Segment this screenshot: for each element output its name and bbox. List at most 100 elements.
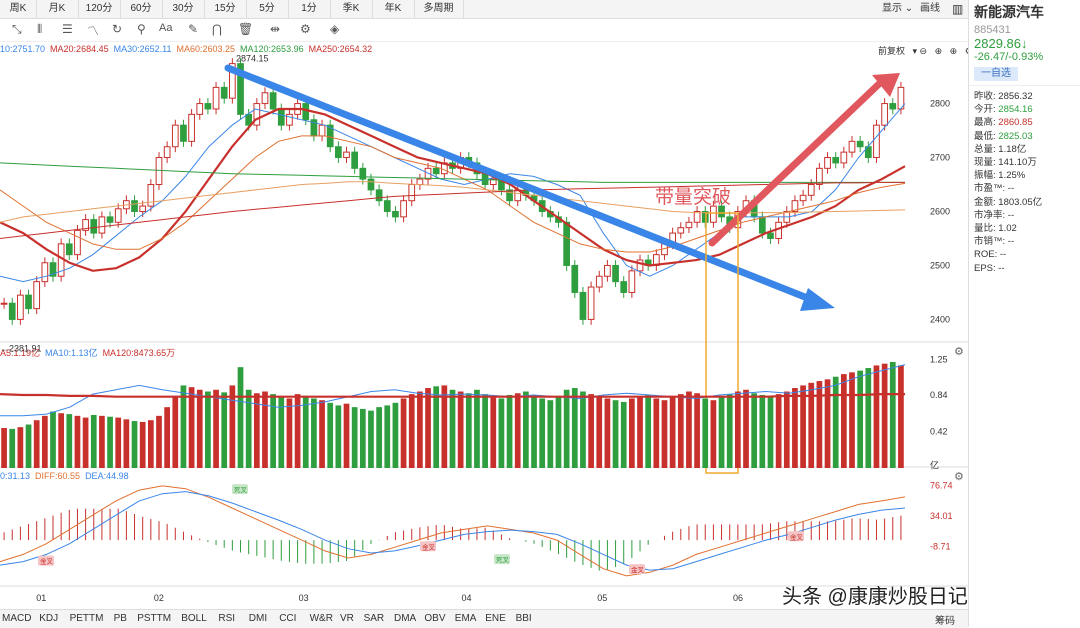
candle-body bbox=[82, 219, 89, 231]
volume-tick: 亿 bbox=[930, 459, 939, 470]
indicator-tab-psttm[interactable]: PSTTM bbox=[137, 613, 172, 624]
indicator-tab-ema[interactable]: EMA bbox=[454, 613, 477, 624]
chip-distribution-button[interactable]: 筹码 bbox=[935, 616, 955, 627]
indicator-tab-obv[interactable]: OBV bbox=[424, 613, 446, 624]
indicator-tab-macd[interactable]: MACD bbox=[2, 613, 32, 624]
volume-bar bbox=[702, 398, 709, 468]
candle-body bbox=[147, 184, 155, 207]
period-tab-9[interactable]: 年K bbox=[372, 0, 415, 18]
plus-icon[interactable]: ⊕ bbox=[934, 46, 943, 56]
candle-body bbox=[41, 262, 49, 283]
volume-bar bbox=[898, 365, 904, 468]
draw-line-button[interactable]: 画线 bbox=[920, 3, 940, 14]
kline-chart[interactable]: 2800 2700 2600 2500 2400 1.25 0.84 0.42 亿 76.74 34… bbox=[0, 43, 968, 609]
layers-icon[interactable]: ◈ bbox=[330, 22, 340, 36]
indicator-tab-bbi[interactable]: BBI bbox=[515, 613, 532, 624]
dea-label: DEA:44.98 bbox=[85, 471, 129, 481]
candle-body bbox=[807, 184, 815, 196]
gear-icon[interactable]: ⚙ bbox=[300, 22, 311, 36]
cross-marker-bg bbox=[629, 564, 645, 575]
date-tick: 02 bbox=[154, 593, 164, 603]
indicator-tab-dma[interactable]: DMA bbox=[394, 613, 417, 624]
candle-body bbox=[432, 167, 440, 175]
indicator-tab-sar[interactable]: SAR bbox=[363, 613, 385, 624]
indicator-tab-ene[interactable]: ENE bbox=[485, 613, 506, 624]
indicator-tab-wr[interactable]: W&R bbox=[309, 613, 333, 624]
candle-body bbox=[49, 262, 57, 277]
period-tab-3[interactable]: 60分 bbox=[120, 0, 163, 18]
candle-body bbox=[604, 264, 611, 277]
display-menu-button[interactable]: 显示 ⌄ bbox=[882, 3, 914, 14]
indicator-tab-pettm[interactable]: PETTM bbox=[69, 613, 104, 624]
period-tab-7[interactable]: 1分 bbox=[288, 0, 331, 18]
stat-row: 量比: 1.02 bbox=[969, 222, 1080, 235]
period-tab-2[interactable]: 120分 bbox=[78, 0, 121, 18]
indicator-tab-rsi[interactable]: RSI bbox=[218, 613, 236, 624]
measure-icon[interactable]: ⚲ bbox=[137, 22, 146, 36]
volume-bar bbox=[808, 382, 815, 468]
move-icon[interactable]: ⇹ bbox=[270, 22, 281, 36]
period-tab-0[interactable]: 周K bbox=[0, 0, 37, 18]
candle-body bbox=[881, 103, 888, 126]
candle-body bbox=[628, 270, 636, 293]
volume-settings-icon[interactable]: ⚙ bbox=[954, 346, 964, 358]
period-bar: 周K 月K 120分 60分 30分 15分 5分 1分 季K 年K 多周期 bbox=[0, 0, 968, 19]
indicator-tab-dmi[interactable]: DMI bbox=[248, 613, 268, 624]
pen-icon[interactable]: ✎ bbox=[188, 22, 199, 36]
volume-bar bbox=[180, 385, 187, 468]
indicator-tab-vr[interactable]: VR bbox=[340, 613, 354, 624]
volume-bar bbox=[653, 398, 660, 468]
volume-bar bbox=[99, 415, 105, 468]
panel-toggle-icon[interactable]: ▥ bbox=[952, 2, 964, 16]
candle-body bbox=[351, 151, 359, 169]
trash-icon[interactable]: 🗑 bbox=[238, 22, 254, 36]
bar-icon[interactable]: ☰ bbox=[62, 22, 73, 36]
candle-icon[interactable]: ⦀ bbox=[37, 22, 43, 36]
stat-row: 今开: 2854.16 bbox=[969, 103, 1080, 116]
zoom-icon[interactable]: ⊕ bbox=[949, 46, 958, 56]
stat-value: 1.18亿 bbox=[995, 143, 1027, 155]
cross-marker-bg bbox=[494, 554, 510, 565]
candle-body bbox=[33, 281, 41, 310]
candle-body bbox=[253, 103, 261, 126]
volume-bar bbox=[408, 394, 415, 468]
period-tab-6[interactable]: 5分 bbox=[246, 0, 289, 18]
stat-row: 金额: 1803.05亿 bbox=[969, 196, 1080, 209]
stat-row: 市净率: -- bbox=[969, 209, 1080, 222]
volume-bar bbox=[221, 392, 228, 468]
line-icon[interactable]: 〽 bbox=[87, 24, 100, 38]
text-tool-icon[interactable]: Aa bbox=[159, 22, 173, 34]
volume-bar bbox=[612, 400, 619, 468]
period-tab-8[interactable]: 季K bbox=[330, 0, 373, 18]
candle-body bbox=[595, 275, 603, 288]
indicator-tab-cci[interactable]: CCI bbox=[279, 613, 297, 624]
volume-bar bbox=[686, 391, 692, 468]
period-tab-4[interactable]: 30分 bbox=[162, 0, 205, 18]
stat-value: -- bbox=[997, 249, 1007, 261]
add-watchlist-button[interactable]: 一自选 bbox=[974, 67, 1018, 81]
ma-line-ma120 bbox=[0, 162, 905, 183]
indicator-tab-pb[interactable]: PB bbox=[113, 613, 127, 624]
minus-icon[interactable]: ⊖ bbox=[919, 46, 928, 56]
vol-ma-ma5 bbox=[0, 364, 906, 417]
volume-bar bbox=[849, 372, 855, 468]
ma-line-ma60 bbox=[0, 181, 906, 223]
magnet-icon[interactable]: ⋂ bbox=[212, 22, 222, 36]
date-tick: 01 bbox=[36, 593, 46, 603]
volume-bar bbox=[498, 398, 505, 468]
period-tab-10[interactable]: 多周期 bbox=[414, 0, 464, 18]
volume-bar bbox=[824, 379, 831, 468]
indicator-tab-boll[interactable]: BOLL bbox=[181, 613, 207, 624]
cycle-icon[interactable]: ↻ bbox=[112, 22, 123, 36]
period-tab-1[interactable]: 月K bbox=[36, 0, 79, 18]
indicator-tab-kdj[interactable]: KDJ bbox=[39, 613, 59, 624]
cursor-icon[interactable]: ⤡ bbox=[12, 22, 22, 36]
candle-body bbox=[335, 146, 342, 159]
candle-body bbox=[856, 140, 864, 148]
cross-marker-label: 死叉 bbox=[496, 556, 510, 564]
period-tab-5[interactable]: 15分 bbox=[204, 0, 247, 18]
indicator-bar: MACD KDJ PETTM PB PSTTM BOLL RSI DMI CCI W&R VR SAR… bbox=[0, 609, 968, 628]
volume-bar bbox=[465, 393, 472, 468]
macd-settings-icon[interactable]: ⚙ bbox=[954, 471, 964, 483]
volume-bar bbox=[514, 393, 521, 468]
